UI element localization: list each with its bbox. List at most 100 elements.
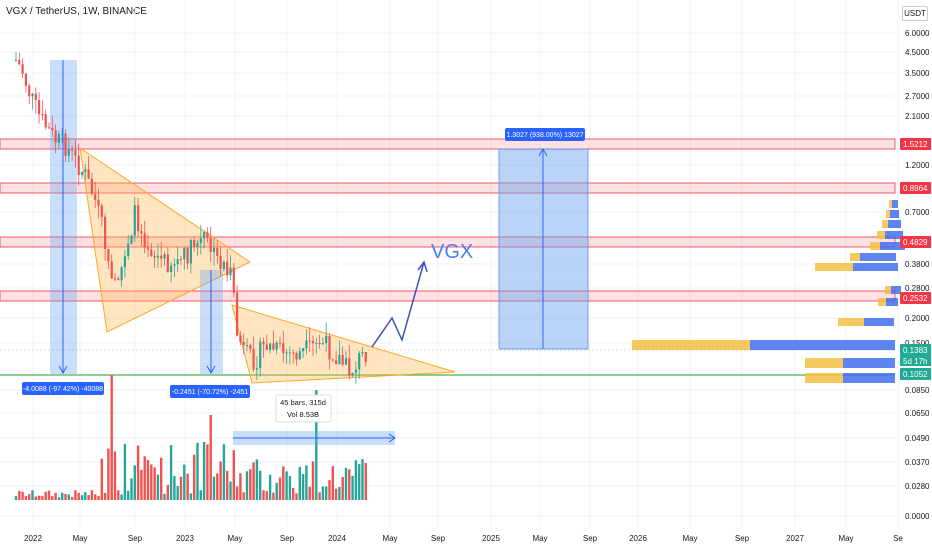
volume-bar: [54, 492, 57, 500]
candle-body: [153, 255, 156, 258]
volume-bar: [262, 490, 265, 500]
time-tick-label: 2025: [482, 534, 500, 543]
volume-bar: [107, 448, 110, 500]
volume-bar: [87, 495, 90, 500]
volume-bar: [47, 490, 51, 500]
volume-bar: [61, 492, 64, 500]
candle-body: [311, 340, 315, 344]
volume-profile-bar: [843, 373, 895, 383]
volume-bar: [103, 492, 107, 500]
volume-profile-bar: [870, 242, 880, 250]
price-tick-label: 0.0370: [905, 458, 930, 467]
currency-badge[interactable]: USDT: [902, 6, 928, 21]
volume-bar: [193, 454, 196, 500]
countdown-label: 5d 17h: [903, 357, 927, 366]
volume-bar: [140, 469, 143, 500]
price-tick-label: 2.1000: [905, 112, 930, 121]
volume-bar: [183, 464, 186, 500]
candle-body: [341, 354, 344, 365]
date-range-bars: 45 bars, 315d: [280, 398, 326, 407]
volume-profile-bar: [886, 210, 890, 218]
volume-bar: [176, 486, 179, 500]
candle-body: [54, 130, 57, 143]
price-tag-label: 0.1052: [903, 370, 928, 379]
volume-bar: [229, 481, 232, 500]
volume-profile-bar: [843, 358, 895, 368]
candle-body: [123, 256, 126, 268]
volume-bar: [361, 459, 364, 500]
volume-profile-bar: [891, 286, 901, 294]
volume-bars: [14, 375, 367, 500]
candle-body: [170, 265, 173, 273]
candle-body: [104, 216, 107, 250]
time-tick-label: 2026: [629, 534, 647, 543]
candle-body: [143, 233, 146, 248]
volume-bar: [325, 486, 328, 500]
candle-body: [133, 205, 136, 236]
resistance-zone: [0, 290, 896, 302]
candle-body: [107, 249, 110, 262]
volume-profile-bar: [882, 220, 888, 228]
candle-body: [265, 344, 268, 350]
projection-arrowhead: [417, 260, 428, 273]
volume-bar: [235, 486, 239, 500]
volume-bar: [341, 477, 344, 500]
volume-bar: [295, 493, 298, 500]
candle-body: [47, 127, 51, 129]
projection-arrow: [371, 261, 425, 348]
volume-bar: [321, 486, 325, 500]
volume-bar: [44, 491, 47, 500]
volume-bar: [196, 442, 199, 500]
candle-body: [130, 235, 133, 244]
measure-arrowhead-2: [206, 365, 216, 375]
volume-profile-bar: [889, 200, 892, 208]
candle-body: [315, 343, 318, 345]
price-tag: [900, 368, 931, 380]
volume-bar: [28, 494, 31, 500]
volume-bar: [328, 480, 331, 500]
candle-body: [272, 343, 275, 350]
volume-bar: [348, 469, 351, 500]
candle-body: [318, 343, 321, 345]
volume-bar: [249, 469, 252, 500]
volume-bar: [308, 486, 311, 500]
candle-body: [44, 114, 47, 128]
volume-profile-bar: [632, 340, 750, 350]
volume-bar: [100, 458, 103, 500]
candle-body: [308, 340, 311, 342]
time-tick-label: Se: [893, 534, 903, 543]
volume-bar: [298, 467, 301, 500]
volume-bar: [268, 474, 272, 500]
candle-body: [90, 178, 93, 195]
candle-body: [305, 340, 308, 349]
candle-body: [209, 237, 212, 253]
price-tick-label: 3.5000: [905, 69, 930, 78]
volume-bar: [41, 496, 44, 500]
volume-profile-bar: [886, 298, 898, 306]
volume-bar: [351, 475, 354, 500]
candle-body: [24, 73, 27, 86]
candle-body: [71, 149, 74, 151]
date-range-tooltip: [275, 394, 332, 423]
candle-body: [236, 292, 239, 336]
candle-body: [325, 336, 328, 344]
candle-body: [166, 254, 169, 273]
candle-body: [183, 247, 186, 260]
candle-body: [252, 348, 255, 370]
candle-body: [239, 335, 242, 342]
candle-body: [113, 278, 117, 280]
candle-body: [140, 231, 143, 234]
volume-bar: [150, 464, 153, 500]
volume-bar: [245, 471, 249, 500]
candle-body: [361, 352, 364, 354]
volume-bar: [315, 390, 318, 500]
volume-bar: [354, 460, 358, 500]
volume-bar: [160, 457, 163, 500]
volume-bar: [301, 474, 305, 500]
candle-body: [14, 59, 18, 61]
volume-bar: [265, 491, 268, 500]
volume-bar: [239, 473, 242, 500]
candle-body: [28, 85, 31, 97]
candle-body: [97, 199, 100, 206]
